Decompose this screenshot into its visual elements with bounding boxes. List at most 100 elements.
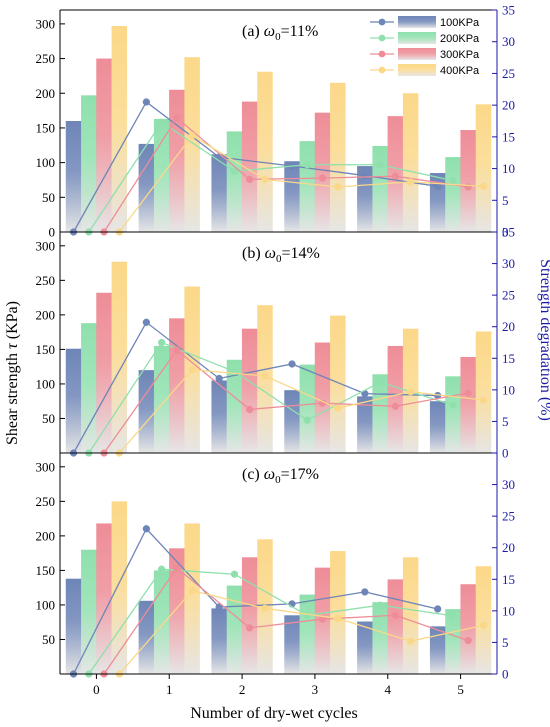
bar xyxy=(169,318,185,453)
bar xyxy=(257,71,273,233)
data-point xyxy=(215,374,223,383)
y2-tick-label: 15 xyxy=(502,129,515,144)
bar xyxy=(96,523,112,674)
panel-label: (a) ω0=11% xyxy=(242,23,318,43)
data-point xyxy=(303,416,311,424)
bar xyxy=(65,348,82,453)
data-point xyxy=(303,161,311,169)
y-tick-label: 50 xyxy=(42,411,55,426)
bar xyxy=(372,145,388,232)
data-point xyxy=(464,636,472,645)
y2-tick-label: 0 xyxy=(502,446,509,461)
y-tick-label: 150 xyxy=(36,563,56,578)
bar xyxy=(111,25,128,233)
data-point xyxy=(173,564,181,572)
data-point xyxy=(391,402,400,410)
legend-swatch xyxy=(398,32,436,44)
bar xyxy=(475,566,492,674)
y2-tick-label: 5 xyxy=(502,414,509,429)
bar xyxy=(96,58,112,233)
series-line xyxy=(118,368,484,454)
bar xyxy=(402,557,419,674)
panel-label-symbol: ω xyxy=(264,466,275,483)
y2-tick-label: 10 xyxy=(502,382,515,397)
y-tick-label: 300 xyxy=(36,459,56,474)
y2-tick-label: 25 xyxy=(502,66,515,81)
bar xyxy=(387,579,404,674)
bar xyxy=(138,143,155,232)
bar xyxy=(299,594,316,674)
y2-tick-label: 20 xyxy=(502,98,515,113)
bar xyxy=(81,95,97,232)
data-point xyxy=(246,624,254,632)
data-point xyxy=(334,614,342,623)
panel-label-subscript: 0 xyxy=(275,31,281,43)
bar xyxy=(429,401,446,453)
y-tick-label: 300 xyxy=(36,238,56,253)
data-point xyxy=(464,389,472,397)
y2-tick-label: 20 xyxy=(502,319,515,334)
bar xyxy=(429,626,446,674)
data-point xyxy=(261,372,269,380)
legend-swatch xyxy=(398,48,436,60)
y2-tick-label: 35 xyxy=(502,3,515,18)
bar xyxy=(460,130,476,232)
bar xyxy=(138,370,155,454)
x-tick-label: 3 xyxy=(312,682,319,697)
series-line xyxy=(72,321,438,454)
y2-tick-label: 5 xyxy=(502,193,509,208)
y-tick-label: 200 xyxy=(36,528,56,543)
legend-label: 200KPa xyxy=(440,33,480,45)
legend-label: 100KPa xyxy=(440,17,480,29)
panel-label-subscript: 0 xyxy=(275,474,281,486)
data-point xyxy=(449,612,457,620)
y-tick-label: 250 xyxy=(36,51,56,66)
bar xyxy=(169,89,185,232)
y-tick-label: 300 xyxy=(36,16,56,31)
bar xyxy=(65,578,82,674)
x-tick-label: 1 xyxy=(166,682,173,697)
bar xyxy=(299,141,316,232)
y-tick-label: 100 xyxy=(36,597,56,612)
data-point xyxy=(361,588,369,596)
bar xyxy=(429,173,446,232)
data-point xyxy=(391,611,400,619)
bar xyxy=(330,315,346,453)
panel-label-symbol: ω xyxy=(265,245,276,262)
y2-tick-label: 15 xyxy=(502,351,515,366)
bar xyxy=(445,157,461,232)
panel-label-value: =14% xyxy=(281,245,319,262)
x-tick-label: 2 xyxy=(239,682,246,697)
data-point xyxy=(188,587,196,595)
y-tick-label: 150 xyxy=(36,120,56,135)
bar xyxy=(445,376,461,453)
panel-label-symbol: ω xyxy=(264,23,275,40)
bar xyxy=(284,390,300,453)
data-point xyxy=(188,131,196,140)
bar xyxy=(111,501,128,674)
data-point xyxy=(434,605,442,613)
y-axis-label: Shear strength τ (KPa) xyxy=(4,301,21,445)
y2-tick-label: 30 xyxy=(502,34,515,49)
bar xyxy=(226,359,243,453)
bar xyxy=(96,292,112,453)
bar xyxy=(111,261,128,453)
bar xyxy=(314,342,331,453)
y-axis-label-symbol: τ xyxy=(4,342,21,349)
bar xyxy=(357,166,373,232)
y-tick-label: 200 xyxy=(36,307,56,322)
legend-swatch xyxy=(398,64,436,76)
y-tick-label: 50 xyxy=(42,632,55,647)
legend-marker xyxy=(378,18,386,26)
y-tick-label: 50 xyxy=(42,190,55,205)
y2-tick-label: 20 xyxy=(502,540,515,555)
y-tick-label: 0 xyxy=(49,225,56,240)
series-line xyxy=(103,566,469,675)
data-point xyxy=(303,611,311,619)
bar xyxy=(65,121,82,232)
legend-marker xyxy=(378,50,386,58)
legend: 100KPa 200KPa 300KPa 400KPa xyxy=(370,16,480,77)
